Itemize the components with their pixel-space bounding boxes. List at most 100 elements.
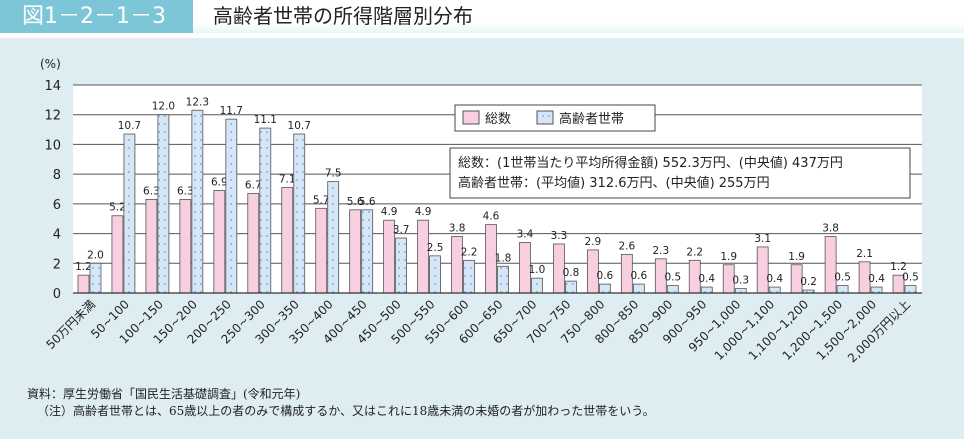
data-label: 1.2 <box>75 261 92 273</box>
bar-elderly <box>598 283 611 294</box>
data-label: 6.7 <box>245 179 262 191</box>
bar-total <box>824 236 837 294</box>
bar-total <box>247 193 260 294</box>
data-label: 6.9 <box>211 176 228 188</box>
annotation-text: 総数：(1世帯当たり平均所得金額) 552.3万円、(中央値) 437万円 <box>458 155 843 171</box>
bar-elderly <box>531 277 543 294</box>
bar-elderly <box>836 285 849 294</box>
bar-elderly <box>191 109 204 294</box>
data-label: 2.1 <box>856 248 873 260</box>
bar-elderly <box>700 286 713 294</box>
bar-total <box>281 187 294 294</box>
data-label: 3.7 <box>393 224 410 236</box>
data-label: 2.2 <box>686 246 703 258</box>
y-tick-label: 10 <box>44 138 61 153</box>
bar-elderly <box>768 286 781 294</box>
data-label: 4.9 <box>381 206 398 218</box>
data-label: 6.3 <box>177 185 194 197</box>
legend <box>454 104 656 132</box>
y-tick-label: 2 <box>53 257 61 272</box>
bar-total <box>145 198 158 294</box>
data-label: 0.3 <box>732 275 749 287</box>
data-label: 0.6 <box>630 270 647 282</box>
bar-total <box>213 190 226 294</box>
bar-elderly <box>259 127 272 294</box>
legend-label: 高齢者世帯 <box>559 111 624 127</box>
data-label: 5.7 <box>313 194 330 206</box>
legend-swatch <box>536 110 554 125</box>
bar-elderly <box>429 255 441 294</box>
data-label: 2.0 <box>87 249 104 261</box>
data-label: 4.6 <box>483 211 500 223</box>
data-label: 2.6 <box>618 240 635 252</box>
data-label: 0.6 <box>597 270 614 282</box>
bar-elderly <box>632 283 645 294</box>
data-label: 12.0 <box>152 101 175 113</box>
data-label: 0.2 <box>800 276 817 288</box>
bar-elderly <box>497 265 509 294</box>
y-tick-label: 8 <box>53 168 61 183</box>
data-label: 5.6 <box>347 196 364 208</box>
data-label: 1.2 <box>890 261 907 273</box>
bar-elderly <box>89 262 102 294</box>
data-label: 3.3 <box>551 230 568 242</box>
bar-elderly <box>565 280 577 294</box>
data-label: 2.9 <box>585 236 602 248</box>
y-tick-label: 12 <box>44 109 61 124</box>
data-label: 1.9 <box>788 251 805 263</box>
bar-elderly <box>123 133 136 294</box>
data-label: 12.3 <box>186 96 209 108</box>
bar-elderly <box>225 118 238 294</box>
data-label: 0.4 <box>698 273 715 285</box>
x-tick-label: 50万円未満 <box>43 297 98 352</box>
bar-total <box>111 215 124 294</box>
bar-elderly <box>361 209 374 294</box>
source-note: 資料：厚生労働省「国民生活基礎調査」(令和元年) <box>27 387 301 401</box>
y-tick-label: 6 <box>53 198 61 213</box>
footnote: （注）高齢者世帯とは、65歳以上の者のみで構成するか、又はこれに18歳未満の未婚… <box>37 404 655 418</box>
bar-total <box>417 219 429 294</box>
bar-total <box>349 209 362 294</box>
data-label: 5.6 <box>359 196 376 208</box>
data-label: 3.8 <box>449 223 466 235</box>
bar-elderly <box>293 133 306 294</box>
data-label: 1.9 <box>720 251 737 263</box>
data-label: 10.7 <box>288 120 311 132</box>
data-label: 0.8 <box>563 267 580 279</box>
annotation-text: 高齢者世帯：(平均値) 312.6万円、(中央値) 255万円 <box>458 175 770 191</box>
y-axis-label: (%) <box>40 57 61 71</box>
data-label: 1.0 <box>529 264 546 276</box>
data-label: 3.1 <box>754 233 771 245</box>
bar-elderly <box>395 237 408 294</box>
bar-total <box>179 198 192 294</box>
data-label: 2.5 <box>427 242 444 254</box>
bar-total <box>315 207 328 294</box>
data-label: 0.5 <box>834 272 851 284</box>
data-label: 1.8 <box>495 252 512 264</box>
y-tick-label: 4 <box>53 228 61 243</box>
data-label: 6.3 <box>143 185 160 197</box>
data-label: 2.2 <box>461 246 478 258</box>
bar-elderly <box>463 259 475 294</box>
bar-elderly <box>666 285 679 294</box>
bar-elderly <box>157 114 170 294</box>
header-bar <box>193 0 964 33</box>
bar-elderly <box>904 285 917 294</box>
data-label: 0.5 <box>664 272 681 284</box>
x-tick-label: 2,000万円以上 <box>845 297 913 365</box>
data-label: 0.4 <box>868 273 885 285</box>
data-label: 11.1 <box>254 114 277 126</box>
data-label: 2.3 <box>652 245 669 257</box>
bar-total <box>77 274 90 294</box>
data-label: 11.7 <box>220 105 243 117</box>
bar-elderly <box>734 288 747 294</box>
figure-number: 図1－2－1－3 <box>0 0 193 33</box>
data-label: 0.5 <box>902 272 919 284</box>
bar-elderly <box>327 181 340 294</box>
data-label: 3.8 <box>822 223 839 235</box>
data-label: 0.4 <box>766 273 783 285</box>
data-label: 10.7 <box>118 120 141 132</box>
bar-total <box>451 236 463 294</box>
